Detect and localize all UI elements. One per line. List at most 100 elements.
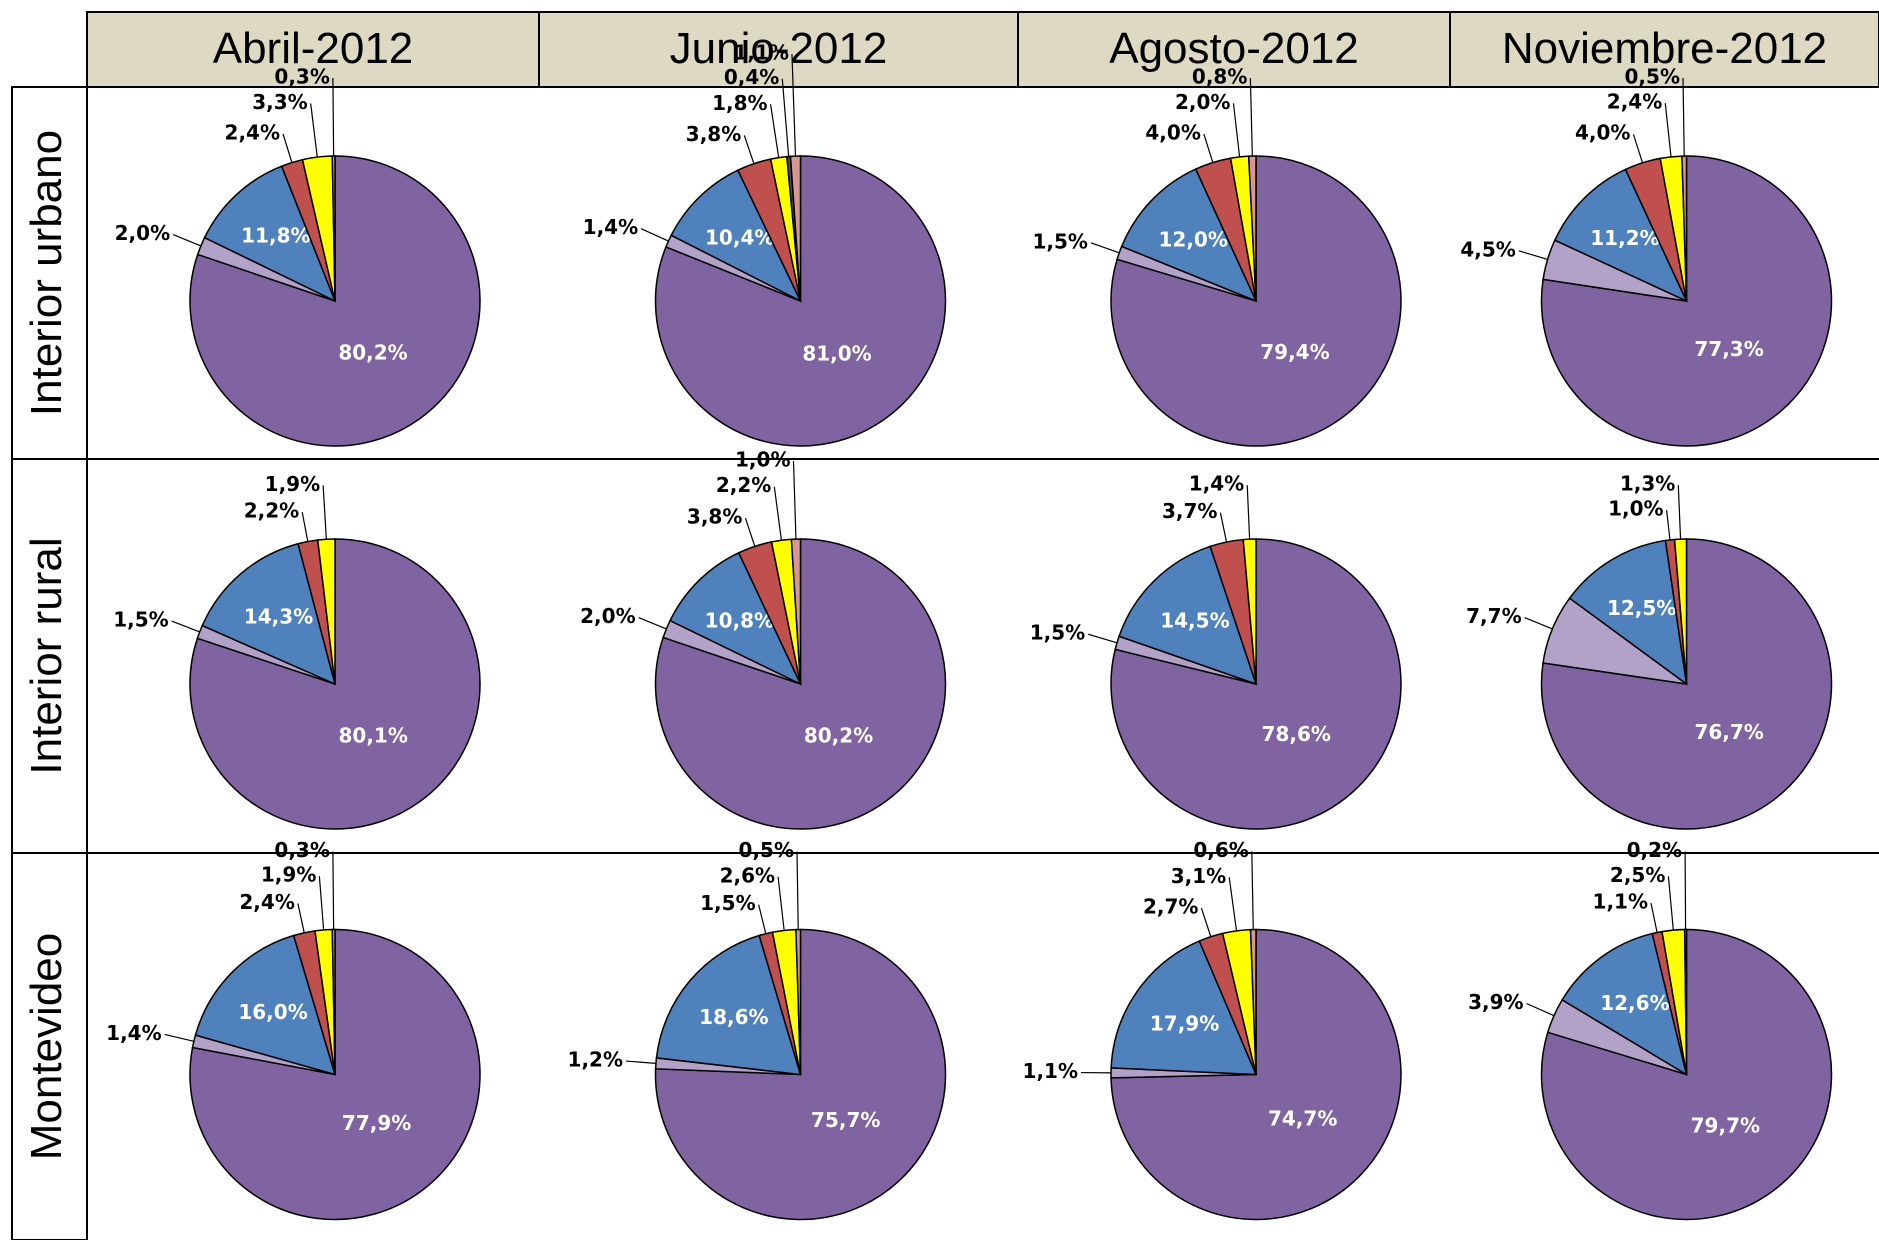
value-label: 1,5% [113,608,168,632]
row-header: Interior urbano [22,130,71,416]
leader-line [1200,908,1212,937]
value-label: 0,3% [274,838,329,862]
pie-slice [203,165,337,303]
value-label: 81,0% [802,342,871,366]
leader-line [164,1033,194,1042]
leader-line [332,78,335,157]
leader-line [1090,242,1120,254]
value-label: 78,6% [1262,722,1331,746]
value-label: 3,1% [1171,864,1226,888]
pie-slice [1110,940,1258,1076]
pie-slice [669,551,803,686]
leader-line [310,103,318,158]
leader-line [1526,1002,1555,1017]
leader-line [792,461,797,540]
value-label: 1,8% [712,91,767,115]
value-label: 0,8% [1192,65,1247,89]
value-label: 4,0% [1145,120,1200,144]
leader-line [1251,851,1254,930]
value-label: 3,9% [1468,990,1523,1014]
leader-line [1219,512,1228,543]
pie-slice [201,542,337,686]
value-label: 2,2% [716,473,771,497]
value-label: 79,4% [1260,340,1329,364]
value-label: 80,1% [338,723,407,747]
value-label: 2,4% [1607,90,1662,114]
value-label: 1,5% [700,891,755,915]
value-label: 1,5% [1030,621,1085,645]
leader-line [1667,876,1674,931]
value-label: 79,7% [1691,1113,1760,1137]
value-label: 1,4% [583,215,638,239]
column-header-cell [86,11,540,88]
leader-line [172,233,202,247]
value-label: 17,9% [1150,1011,1219,1035]
leader-line [301,511,309,542]
column-header-cell [1449,11,1879,88]
value-label: 0,4% [724,65,779,89]
value-label: 1,1% [1593,890,1648,914]
leader-line [1088,633,1118,644]
leader-line [1232,103,1241,157]
value-label: 4,0% [1575,121,1630,145]
leader-line [171,620,200,633]
column-header-cell [538,11,1019,88]
value-label: 2,0% [115,221,170,245]
leader-line [1518,250,1548,260]
value-label: 10,4% [705,225,774,249]
value-label: 0,2% [1627,838,1682,862]
pie-slice [1568,539,1688,686]
pie-slice [670,169,803,303]
leader-line [773,486,783,541]
value-label: 12,5% [1607,596,1676,620]
value-label: 1,5% [1032,229,1087,253]
value-label: 74,7% [1268,1107,1337,1131]
leader-line [781,78,790,157]
value-label: 14,3% [244,604,313,628]
value-label: 0,5% [1625,65,1680,89]
row-header-cell [11,852,88,1240]
value-label: 77,9% [342,1111,411,1135]
leader-line [282,133,293,163]
leader-line [777,876,785,931]
leader-line [744,517,756,547]
value-label: 12,6% [1600,991,1669,1015]
value-label: 1,0% [735,448,790,472]
value-label: 1,9% [261,863,316,887]
leader-line [625,1060,656,1064]
column-header: Junio-2012 [670,24,888,73]
leader-line [318,876,325,930]
value-label: 1,4% [1189,472,1244,496]
column-header: Abril-2012 [213,24,414,73]
leader-line [1650,903,1658,933]
value-label: 1,2% [568,1048,623,1072]
value-label: 77,3% [1694,337,1763,361]
leader-line [1664,103,1672,157]
value-label: 1,0% [1608,497,1663,521]
value-label: 2,0% [580,604,635,628]
leader-line [638,616,667,630]
value-label: 1,1% [1023,1059,1078,1083]
pie-slice [316,538,336,685]
value-label: 7,7% [1466,604,1521,628]
pie-slice [194,934,337,1076]
leader-line [1665,510,1671,541]
leader-line [796,851,799,930]
value-label: 3,8% [687,504,742,528]
row-header: Interior rural [22,537,71,774]
value-label: 3,7% [1162,499,1217,523]
value-label: 1,1% [733,41,788,65]
value-label: 12,0% [1158,227,1227,251]
value-label: 2,5% [1610,863,1665,887]
column-header: Noviembre-2012 [1502,24,1827,73]
value-label: 80,2% [804,724,873,748]
leader-line [297,903,305,933]
pie-slice [1553,168,1689,303]
leader-line [1524,616,1553,630]
value-label: 2,6% [720,863,775,887]
pie-slice [331,928,336,1075]
leader-line [1677,485,1682,540]
leader-line [1228,877,1238,931]
pie-slice [1681,155,1688,302]
